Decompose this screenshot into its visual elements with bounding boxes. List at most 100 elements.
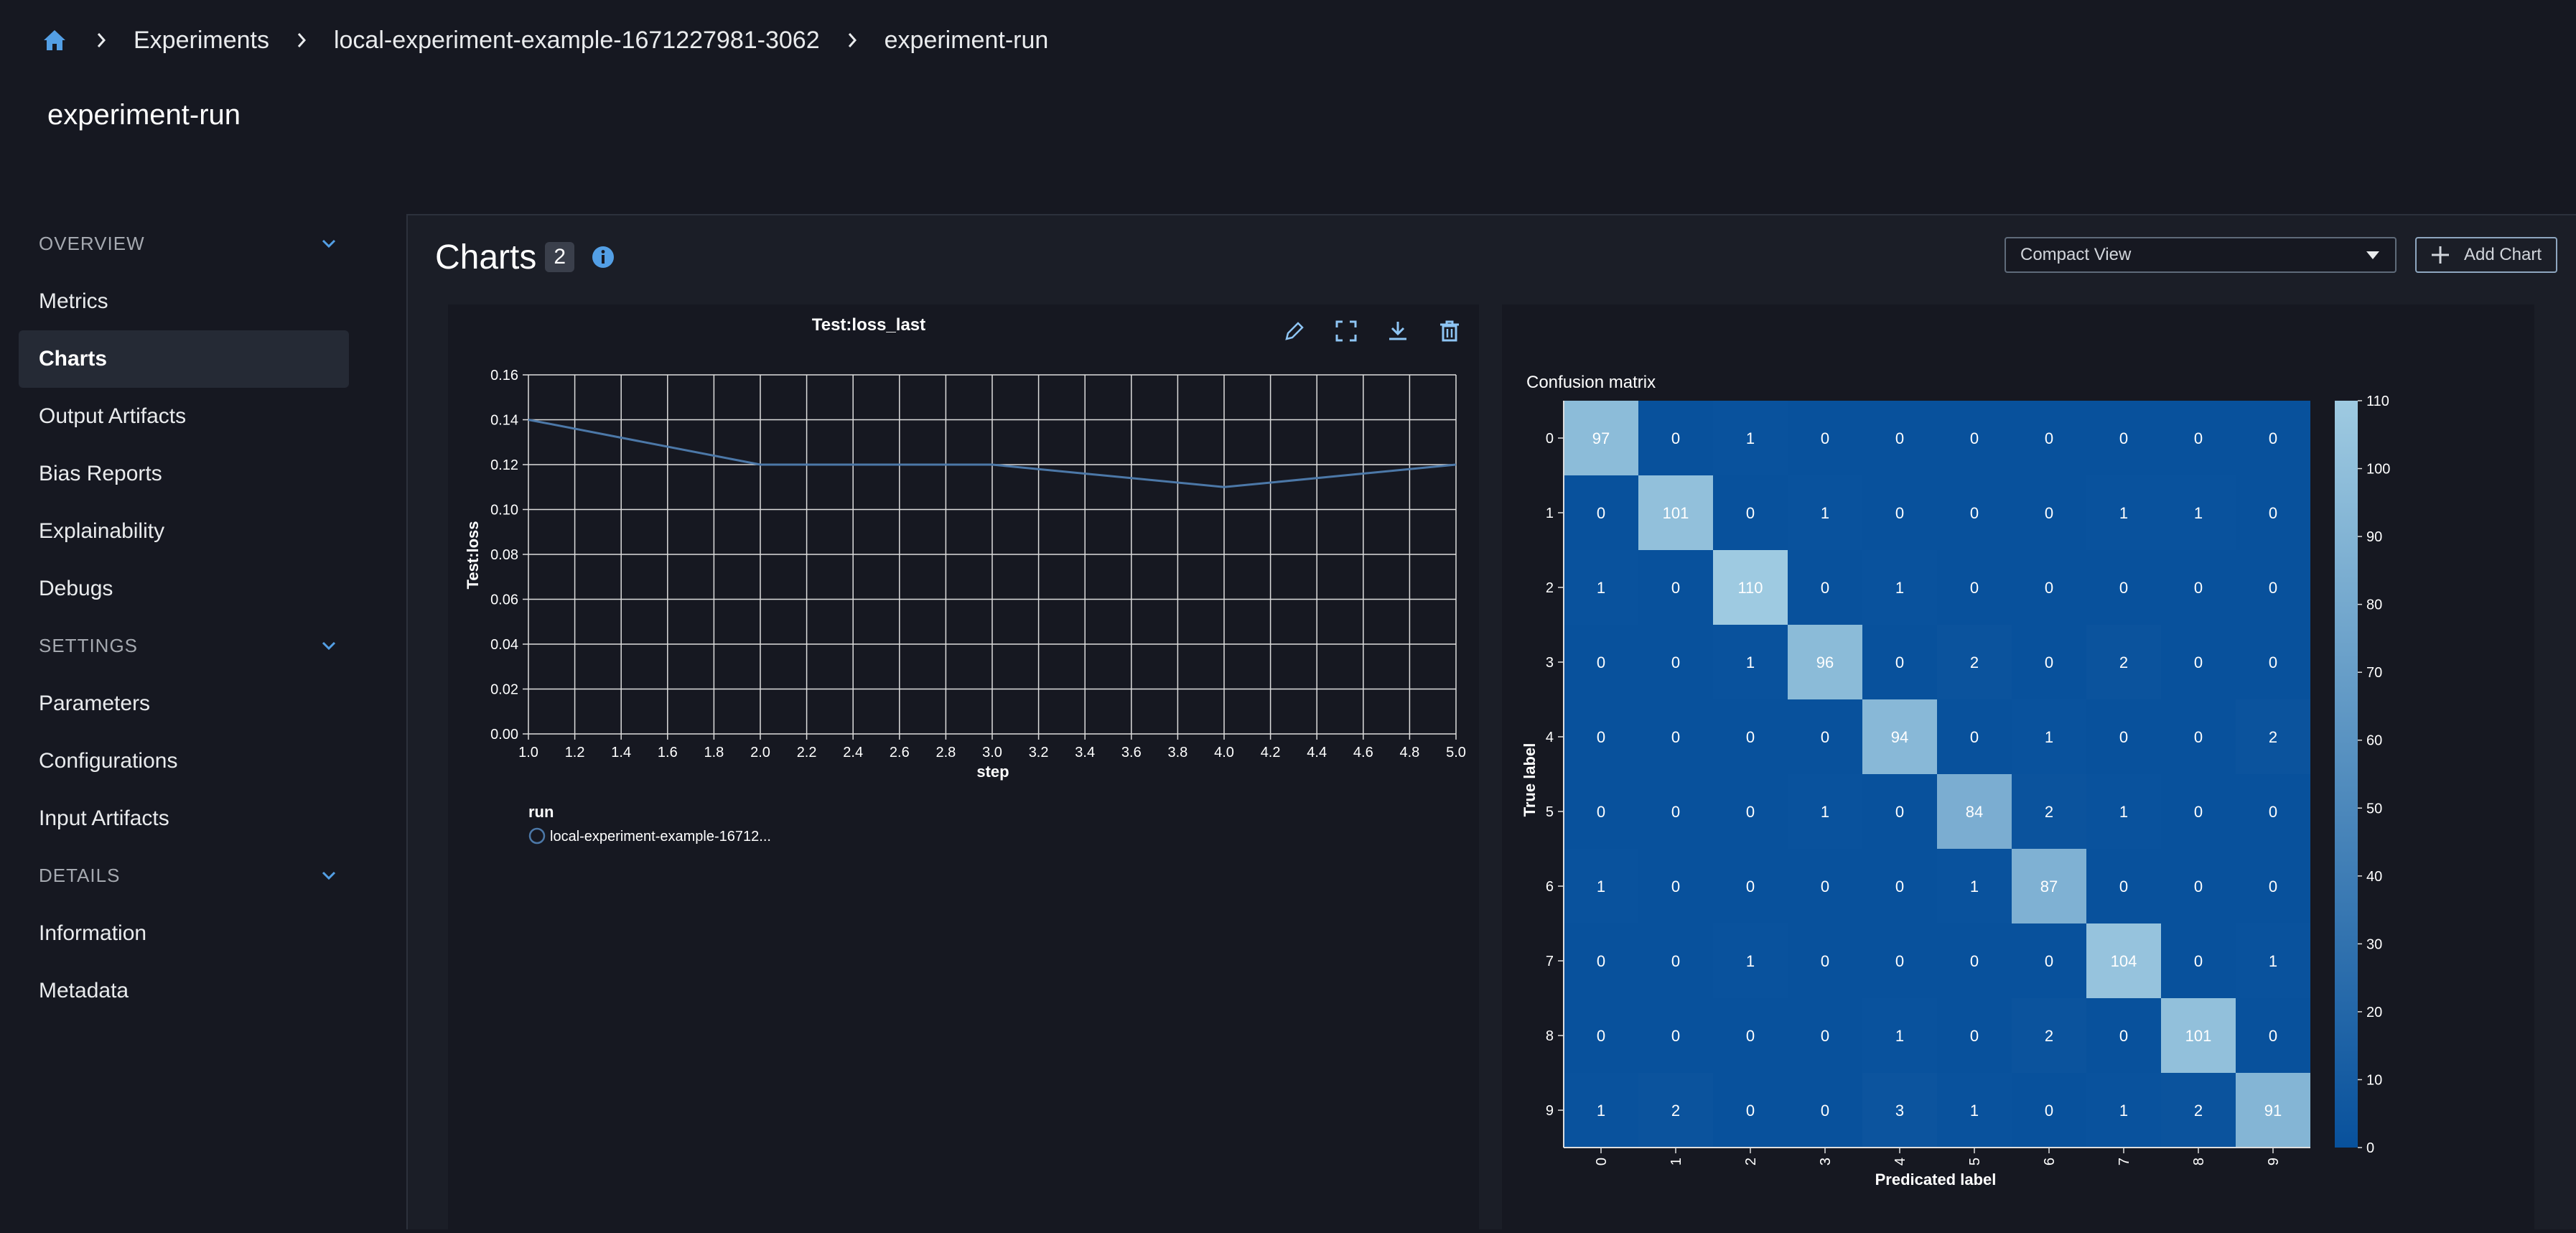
y-tick-label: 4: [1546, 730, 1554, 745]
view-select[interactable]: Compact View: [2005, 237, 2397, 273]
x-tick-label: 1.2: [565, 745, 585, 760]
heatmap-cell: [1937, 774, 2012, 849]
cell-value: 0: [2119, 1027, 2128, 1045]
sidebar-item-parameters[interactable]: Parameters: [39, 692, 151, 715]
legend-symbol: [528, 827, 546, 845]
cell-value: 0: [1746, 728, 1755, 746]
cell-value: 1: [1821, 504, 1829, 522]
heatmap-cell: [2086, 475, 2161, 550]
y-tick-label: 0.02: [490, 682, 518, 698]
x-tick-label: 2.8: [935, 745, 956, 760]
heatmap-cell: [1713, 1073, 1788, 1148]
chevron-down-icon: [322, 641, 336, 651]
heatmap-cell: [1564, 401, 1638, 475]
sidebar-section-details[interactable]: DETAILS: [19, 854, 349, 897]
x-axis-ticks: 0 1 2 3 4 5 6 7 8 9: [1594, 1148, 2282, 1165]
sidebar-item-metrics[interactable]: Metrics: [39, 289, 108, 313]
chart-title: Confusion matrix: [1526, 373, 1656, 392]
sidebar-item-debugs[interactable]: Debugs: [39, 577, 113, 600]
gridlines: [528, 374, 1457, 735]
add-chart-label: Add Chart: [2463, 245, 2542, 264]
home-icon[interactable]: [40, 26, 69, 55]
x-tick-label: 3.4: [1075, 745, 1095, 760]
y-tick-label: 5: [1546, 804, 1554, 820]
charts-header: Charts 2: [435, 234, 615, 280]
cell-value: 0: [2119, 728, 2128, 746]
cell-value: 2: [1970, 653, 1979, 671]
heatmap-cell: [1862, 401, 1937, 475]
cell-value: 91: [2264, 1102, 2282, 1120]
cell-value: 0: [1597, 1027, 1605, 1045]
heatmap-cell: [1788, 699, 1862, 774]
sidebar-item-explainability[interactable]: Explainability: [39, 519, 165, 543]
heatmap-cell: [1788, 1073, 1862, 1148]
sidebar-item-input-artifacts[interactable]: Input Artifacts: [39, 806, 169, 830]
heatmap-cell: [1638, 849, 1713, 923]
x-tick-label: 1.4: [611, 745, 631, 760]
heatmap-cell: [2086, 550, 2161, 625]
sidebar-item-configurations[interactable]: Configurations: [39, 749, 178, 773]
heatmap-cell: [2236, 475, 2310, 550]
heatmap-cell: [1788, 923, 1862, 998]
heatmap-cell: [1638, 401, 1713, 475]
cell-value: 0: [1746, 878, 1755, 895]
sidebar-item-bias-reports[interactable]: Bias Reports: [39, 462, 162, 485]
cell-value: 1: [1597, 878, 1605, 895]
info-icon[interactable]: [592, 246, 615, 269]
cell-value: 2: [2045, 1027, 2053, 1045]
sidebar-item-information[interactable]: Information: [39, 921, 147, 945]
sidebar-item-output-artifacts[interactable]: Output Artifacts: [39, 404, 187, 428]
cell-value: 0: [1746, 803, 1755, 821]
heatmap-cell: [1638, 550, 1713, 625]
x-tick-label: 4.6: [1353, 745, 1373, 760]
cell-value: 0: [1746, 504, 1755, 522]
heatmap-cell: [2236, 699, 2310, 774]
sidebar-section-settings[interactable]: SETTINGS: [19, 624, 349, 667]
y-tick-label: 0.16: [490, 368, 518, 383]
heatmap-cell: [2012, 550, 2086, 625]
download-icon[interactable]: [1389, 322, 1406, 340]
edit-icon[interactable]: [1285, 322, 1304, 340]
heatmap-cell: [1862, 1073, 1937, 1148]
x-tick-label: 9: [2266, 1158, 2282, 1165]
x-axis-label: Predicated label: [1875, 1171, 1997, 1188]
heatmap-cell: [2161, 401, 2236, 475]
cell-value: 1: [1746, 952, 1755, 970]
heatmap-cell: [2012, 699, 2086, 774]
x-tick-label: 4: [1893, 1158, 1908, 1165]
heatmap-cell: [2086, 699, 2161, 774]
chevron-down-icon: [322, 871, 336, 880]
cell-value: 0: [1597, 803, 1605, 821]
cell-value: 96: [1816, 653, 1834, 671]
cell-value: 0: [1671, 803, 1680, 821]
heatmap-cell: [1937, 699, 2012, 774]
sidebar-item-metadata[interactable]: Metadata: [39, 979, 129, 1002]
page-title: experiment-run: [47, 99, 241, 131]
colorbar-tick-label: 50: [2366, 801, 2382, 816]
trash-icon[interactable]: [1440, 320, 1459, 342]
chevron-right-icon: [269, 32, 334, 49]
cell-value: 0: [1597, 504, 1605, 522]
cell-value: 1: [1597, 1102, 1605, 1120]
cell-value: 0: [1671, 878, 1680, 895]
heatmap-cell: [2161, 625, 2236, 699]
sidebar-section-overview[interactable]: OVERVIEW: [19, 222, 349, 265]
cell-value: 0: [1597, 952, 1605, 970]
chart-card-confusion-matrix: Confusion matrix 97 0 1 0 0 0 0 0 0 0 0 101 0 1 0 0 0 1 1 0…: [1502, 304, 2534, 1229]
cell-value: 1: [1597, 579, 1605, 597]
heatmap-cell: [2161, 774, 2236, 849]
heatmap-cell: [2236, 849, 2310, 923]
legend-entry[interactable]: local-experiment-example-16712...: [550, 829, 771, 845]
plus-icon: [2431, 246, 2449, 264]
caret-down-icon: [2366, 251, 2379, 259]
breadcrumb-experiment[interactable]: local-experiment-example-1671227981-3062: [333, 26, 820, 54]
sidebar-item-charts[interactable]: Charts: [19, 330, 349, 388]
cell-value: 101: [1663, 504, 1689, 522]
y-tick-label: 7: [1546, 954, 1554, 969]
add-chart-button[interactable]: Add Chart: [2415, 237, 2557, 273]
cell-value: 0: [2269, 429, 2277, 447]
cell-value: 0: [1821, 952, 1829, 970]
breadcrumb-experiments[interactable]: Experiments: [134, 26, 269, 54]
y-axis-label: Test:loss: [464, 521, 482, 590]
fullscreen-icon[interactable]: [1335, 320, 1357, 342]
